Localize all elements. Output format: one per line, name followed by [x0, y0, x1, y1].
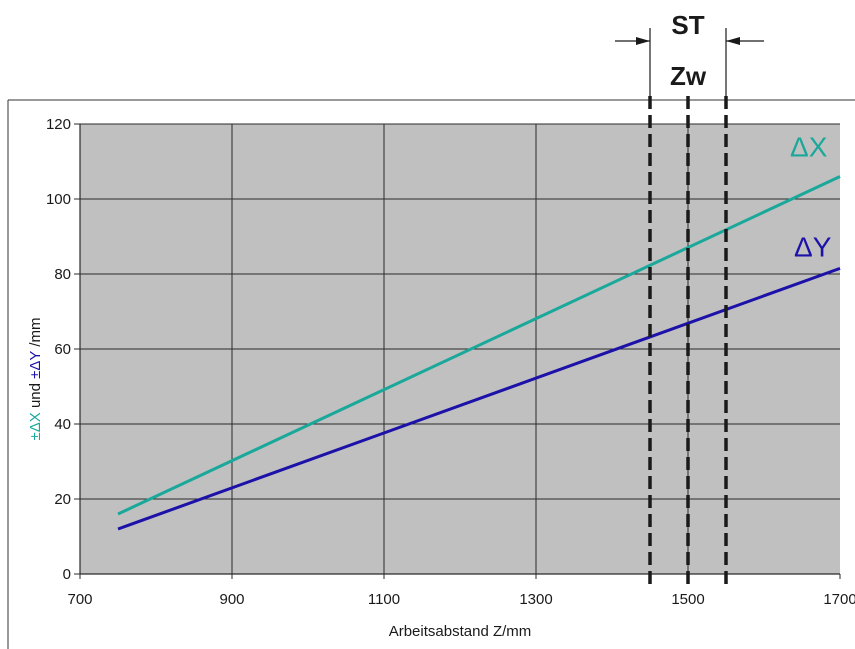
y-tick-label: 0 — [63, 566, 71, 583]
y-tick-label: 60 — [54, 341, 71, 358]
y-axis-title-unit: /mm — [27, 318, 44, 351]
y-tick-label: 80 — [54, 266, 71, 283]
st-arrow-right — [726, 37, 740, 45]
x-tick-label: 1100 — [368, 591, 400, 608]
y-axis-title-dy: ±ΔY — [27, 351, 44, 379]
x-tick-label: 700 — [67, 591, 92, 608]
x-tick-label: 900 — [219, 591, 244, 608]
y-tick-label: 120 — [46, 116, 71, 133]
axes: 700 900 1100 1300 1500 1700 0 20 40 60 80 100 120 — [46, 116, 855, 608]
st-label: ST — [671, 10, 704, 40]
y-axis-title-und: und — [27, 379, 44, 412]
y-tick-label: 20 — [54, 491, 71, 508]
y-axis-title: ±ΔX und ±ΔY /mm — [27, 318, 44, 441]
y-tick-label: 100 — [46, 191, 71, 208]
grid — [80, 123, 840, 574]
series-line — [117, 175, 841, 516]
series-group: ΔX ΔY — [117, 132, 841, 531]
zw-label: Zw — [670, 61, 707, 91]
x-tick-label: 1300 — [519, 591, 552, 608]
x-axis-title: Arbeitsabstand Z/mm — [389, 623, 532, 640]
x-tick-label: 1700 — [823, 591, 855, 608]
series-line — [117, 266, 841, 531]
st-arrow-left — [636, 37, 650, 45]
y-tick-label: 40 — [54, 416, 71, 433]
working-range-markers: ST Zw — [615, 10, 764, 584]
series-label: ΔY — [794, 231, 832, 262]
x-tick-label: 1500 — [671, 591, 704, 608]
y-axis-title-dx: ±ΔX — [27, 412, 44, 440]
series-label: ΔX — [790, 132, 828, 163]
